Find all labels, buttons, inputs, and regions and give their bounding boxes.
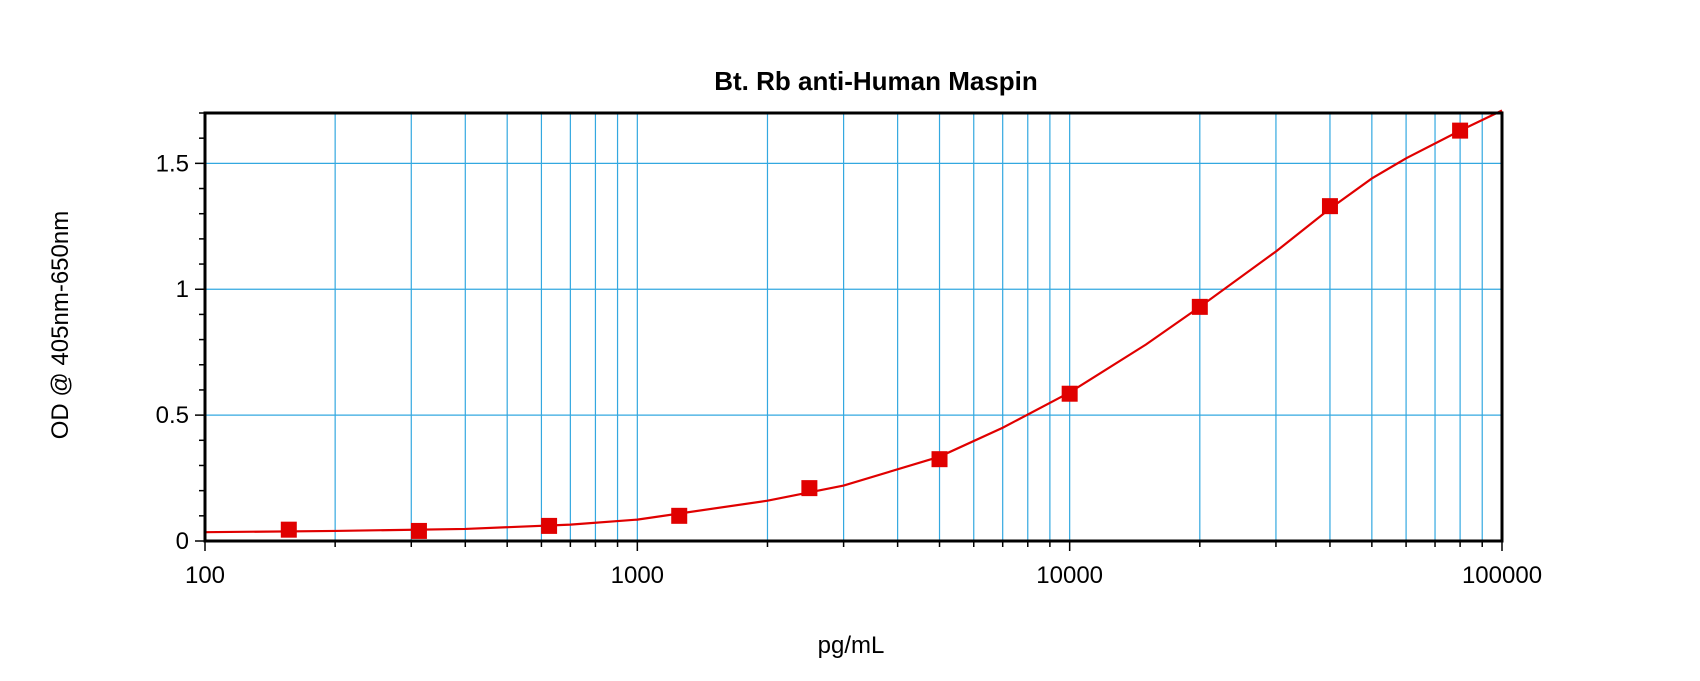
x-tick-label: 1000 [611,562,664,589]
data-point [541,517,558,534]
data-point [1061,385,1078,402]
data-point [1191,298,1208,315]
x-tick-label: 10000 [1036,562,1103,589]
grid-layer [205,113,1502,541]
y-tick-label: 1.5 [156,150,189,177]
data-point [410,522,427,539]
tick-layer: 100 1000 10000 100000 0 0.5 1 1.5 [156,112,1542,589]
y-tick-label: 0.5 [156,402,189,429]
marker-layer [280,122,1469,539]
x-tick-label: 100 [185,562,225,589]
data-point [280,521,297,538]
x-tick-label: 100000 [1462,562,1542,589]
y-tick-label: 1 [176,276,189,303]
data-point [1321,198,1338,215]
x-axis-label: pg/mL [818,632,885,659]
y-tick-label: 0 [176,528,189,555]
data-point [671,507,688,524]
data-point [801,480,818,497]
plot-frame [203,111,1504,543]
data-point [931,451,948,468]
y-axis-label: OD @ 405nm-650nm [47,211,74,439]
chart-title: Bt. Rb anti-Human Maspin [714,66,1038,96]
data-point [1452,122,1469,139]
